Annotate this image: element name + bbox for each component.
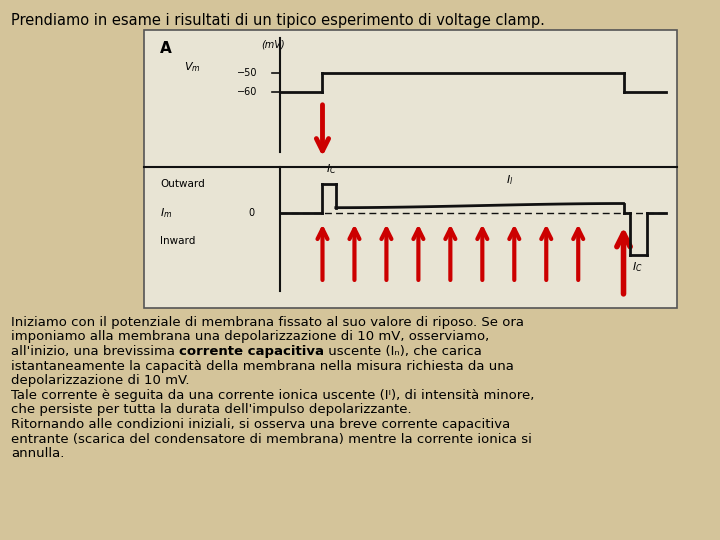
Text: Inward: Inward [160,236,195,246]
Text: $I_C$: $I_C$ [326,162,337,176]
Text: $I_C$: $I_C$ [631,260,642,274]
Text: Outward: Outward [160,179,204,189]
Text: uscente (Iₙ), che carica: uscente (Iₙ), che carica [324,345,482,358]
Text: all'inizio, una brevissima: all'inizio, una brevissima [11,345,179,358]
Text: Prendiamo in esame i risultati di un tipico esperimento di voltage clamp.: Prendiamo in esame i risultati di un tip… [11,14,544,29]
Text: $I_m$: $I_m$ [160,206,172,220]
Bar [144,30,677,308]
Text: istantaneamente la capacità della membrana nella misura richiesta da una: istantaneamente la capacità della membra… [11,360,513,373]
Text: Iniziamo con il potenziale di membrana fissato al suo valore di riposo. Se ora: Iniziamo con il potenziale di membrana f… [11,316,523,329]
Text: che persiste per tutta la durata dell'impulso depolarizzante.: che persiste per tutta la durata dell'im… [11,403,411,416]
Text: Ritornando alle condizioni iniziali, si osserva una breve corrente capacitiva: Ritornando alle condizioni iniziali, si … [11,418,510,431]
Text: $V_m$: $V_m$ [184,60,201,74]
Text: A: A [160,41,172,56]
Text: 0: 0 [248,208,254,218]
Text: annulla.: annulla. [11,447,64,460]
Text: corrente capacitiva: corrente capacitiva [179,345,324,358]
Text: imponiamo alla membrana una depolarizzazione di 10 mV, osserviamo,: imponiamo alla membrana una depolarizzaz… [11,330,489,343]
Text: $I_l$: $I_l$ [506,173,513,187]
Text: Tale corrente è seguita da una corrente ionica uscente (Iᴵ), di intensità minore: Tale corrente è seguita da una corrente … [11,389,534,402]
Text: entrante (scarica del condensatore di membrana) mentre la corrente ionica si: entrante (scarica del condensatore di me… [11,433,531,446]
Text: (mV): (mV) [261,39,285,50]
Text: depolarizzazione di 10 mV.: depolarizzazione di 10 mV. [11,374,189,387]
Text: −50: −50 [238,68,258,78]
Text: −60: −60 [238,87,258,97]
